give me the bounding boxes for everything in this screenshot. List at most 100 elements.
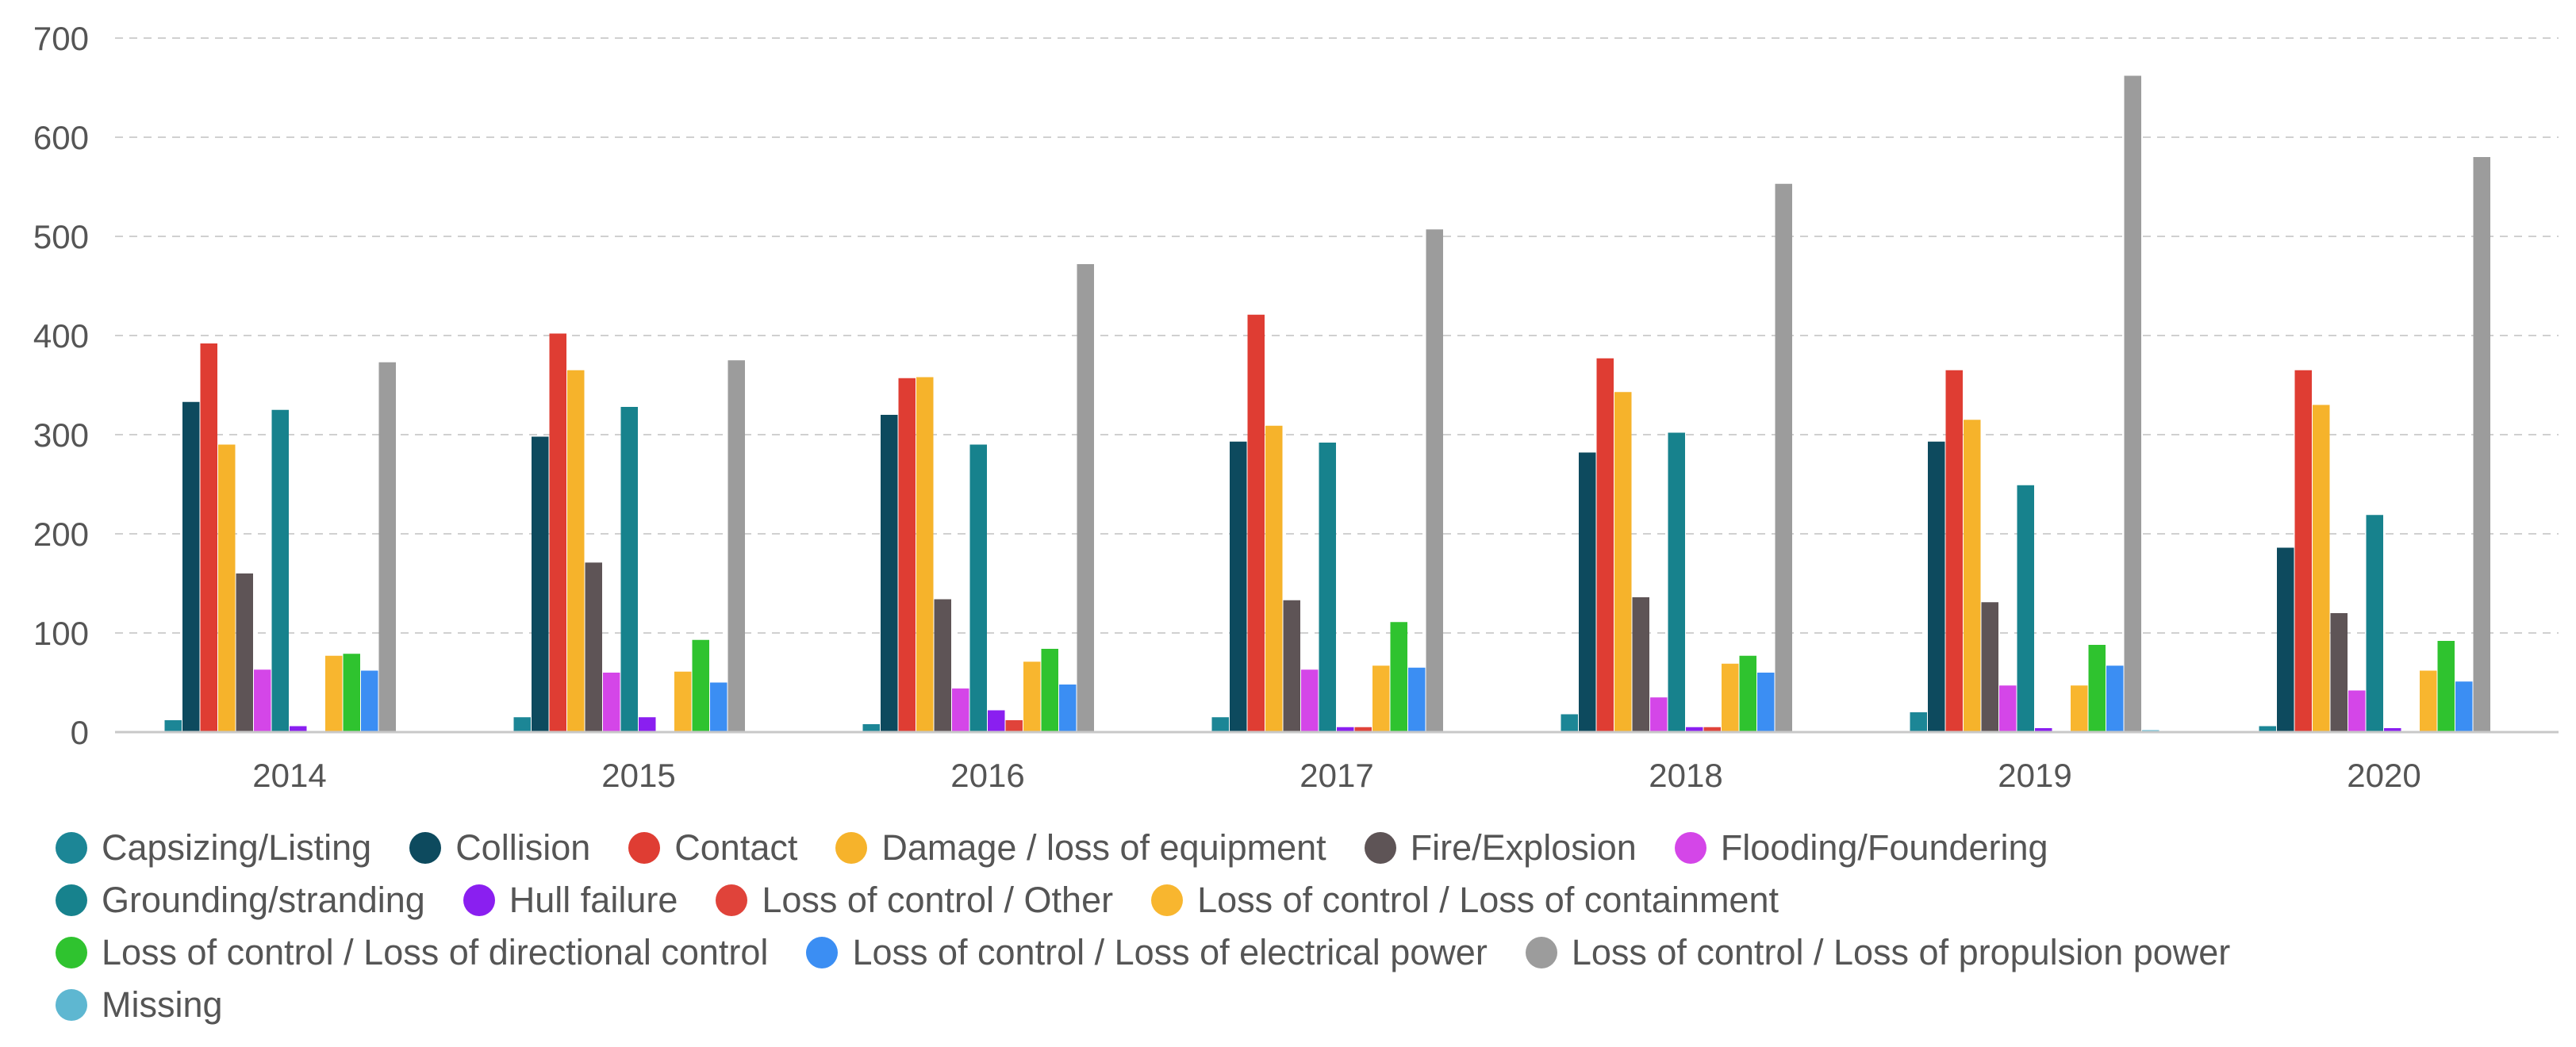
legend-marker <box>1364 832 1396 864</box>
legend-label: Loss of control / Loss of propulsion pow… <box>1571 932 2231 972</box>
y-tick-label: 700 <box>33 20 89 57</box>
legend-marker <box>56 884 87 916</box>
bar <box>620 407 638 732</box>
bar <box>585 562 602 732</box>
bar <box>1596 358 1614 732</box>
bar <box>2437 641 2455 732</box>
bar <box>567 370 585 732</box>
bar <box>639 717 656 732</box>
bar <box>988 710 1005 732</box>
legend-row: Capsizing/Listing Collision Contact Damage … <box>56 822 2555 874</box>
legend-item[interactable]: Collision <box>409 827 590 869</box>
bar <box>1703 727 1721 732</box>
legend-item[interactable]: Missing <box>56 984 223 1026</box>
bar <box>1337 727 1354 732</box>
legend-marker <box>463 884 495 916</box>
y-tick-label: 100 <box>33 615 89 652</box>
bar <box>1283 600 1300 732</box>
bar <box>1301 669 1319 732</box>
legend-item[interactable]: Fire/Explosion <box>1364 827 1637 869</box>
legend-item[interactable]: Loss of control / Loss of directional co… <box>56 932 768 973</box>
legend-item[interactable]: Loss of control / Loss of propulsion pow… <box>1525 932 2231 973</box>
legend-item[interactable]: Damage / loss of equipment <box>835 827 1326 869</box>
bar <box>343 654 360 732</box>
legend-label: Collision <box>455 827 591 868</box>
bar <box>290 726 307 732</box>
bar <box>1668 432 1685 732</box>
legend-label: Missing <box>102 984 223 1025</box>
bar <box>1059 685 1077 732</box>
bar <box>1077 264 1094 732</box>
bar <box>916 377 934 732</box>
bar <box>1775 183 1792 732</box>
legend: Capsizing/Listing Collision Contact Damage … <box>56 822 2555 1031</box>
legend-label: Loss of control / Loss of electrical pow… <box>852 932 1488 972</box>
bar <box>2277 547 2294 732</box>
x-tick-label: 2014 <box>252 757 326 794</box>
bar <box>1910 712 1927 732</box>
bar <box>727 360 745 732</box>
bar <box>2420 670 2437 732</box>
legend-item[interactable]: Grounding/stranding <box>56 880 425 921</box>
legend-item[interactable]: Loss of control / Loss of containment <box>1151 880 1779 921</box>
y-tick-label: 0 <box>71 714 89 751</box>
bar <box>1928 441 1945 732</box>
legend-label: Loss of control / Loss of containment <box>1197 880 1779 920</box>
bar <box>1408 667 1426 732</box>
legend-label: Damage / loss of equipment <box>881 827 1326 868</box>
legend-row: Missing <box>56 979 2555 1031</box>
x-tick-label: 2015 <box>601 757 675 794</box>
x-tick-label: 2017 <box>1300 757 1373 794</box>
bar <box>1372 665 1390 732</box>
legend-row: Grounding/stranding Hull failure Loss of c… <box>56 874 2555 926</box>
legend-label: Loss of control / Other <box>762 880 1114 920</box>
legend-marker <box>409 832 442 864</box>
bars <box>164 75 2509 732</box>
bar <box>1005 720 1023 732</box>
bar <box>200 343 217 732</box>
bar <box>164 720 182 732</box>
bar <box>1722 663 1739 732</box>
bar <box>881 415 898 732</box>
legend-marker <box>806 937 839 968</box>
legend-marker <box>56 832 87 864</box>
bar <box>325 655 343 732</box>
bar <box>513 717 531 732</box>
legend-item[interactable]: Hull failure <box>463 880 678 921</box>
legend-item[interactable]: Loss of control / Loss of electrical pow… <box>806 932 1488 973</box>
legend-item[interactable]: Flooding/Foundering <box>1674 827 2048 869</box>
bar <box>1964 420 1981 732</box>
gridlines <box>115 37 2559 634</box>
legend-label: Hull failure <box>509 880 678 920</box>
bar <box>361 670 378 732</box>
bar <box>674 671 692 732</box>
bar <box>2366 515 2383 732</box>
bar <box>969 444 987 732</box>
x-axis-ticks: 2014 2015 2016 2017 2018 2019 2020 <box>252 757 2421 794</box>
bar <box>710 682 727 732</box>
legend-marker <box>835 832 868 864</box>
bar <box>2455 681 2473 732</box>
legend-item[interactable]: Capsizing/Listing <box>56 827 371 869</box>
bar <box>1390 622 1407 732</box>
bar <box>898 378 916 732</box>
bar <box>1230 441 1247 732</box>
legend-item[interactable]: Loss of control / Other <box>716 880 1113 921</box>
legend-marker <box>1674 832 1706 864</box>
bar <box>271 409 289 732</box>
bar <box>1650 697 1668 732</box>
bar <box>378 362 396 732</box>
y-tick-label: 500 <box>33 218 89 255</box>
legend-label: Grounding/stranding <box>102 880 425 920</box>
legend-marker <box>716 884 748 916</box>
legend-marker <box>1525 937 1557 968</box>
bar <box>2124 75 2141 732</box>
y-tick-label: 600 <box>33 119 89 156</box>
bar <box>1999 685 2017 732</box>
x-tick-label: 2016 <box>950 757 1024 794</box>
y-axis-ticks: 0 100 200 300 400 500 600 700 <box>33 20 89 751</box>
legend-label: Flooding/Foundering <box>1720 827 2048 868</box>
bar <box>2088 645 2106 732</box>
legend-item[interactable]: Contact <box>628 827 797 869</box>
